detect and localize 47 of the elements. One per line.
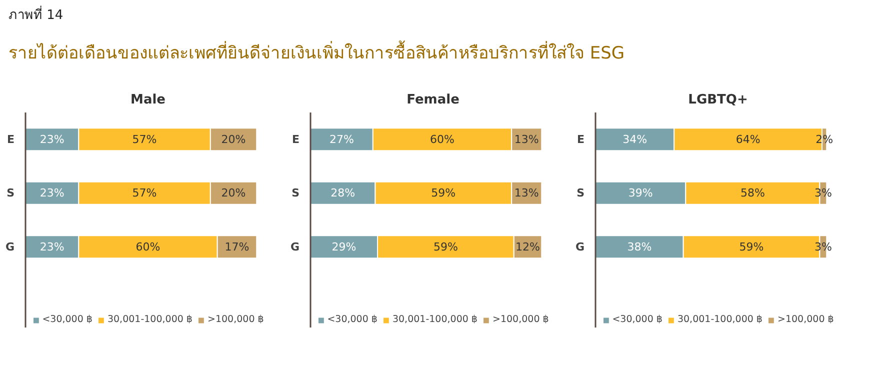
data-label: 13% [514, 132, 539, 146]
text: ภาพที่ 14 [8, 6, 64, 23]
data-label: 59% [431, 186, 456, 200]
y-tick-label: S [292, 186, 300, 200]
data-label: 20% [221, 132, 246, 146]
data-label: 64% [736, 132, 760, 146]
legend-label: <30,000 ฿ [612, 314, 662, 325]
data-label: 39% [628, 186, 653, 200]
legend-label: <30,000 ฿ [42, 314, 92, 325]
data-label: 13% [514, 186, 539, 200]
legend-label: >100,000 ฿ [492, 314, 549, 325]
data-label: 34% [622, 132, 648, 146]
text: รายได้ต่อเดือนของแต่ละเพศที่ยินดีจ่ายเงินเพิ่มในการซื้อสินค้าหรือบริการที่ใส่ใจ ESG [8, 40, 625, 64]
data-label: 28% [330, 186, 356, 200]
data-label: 58% [740, 186, 765, 200]
data-label: 38% [627, 240, 652, 254]
chart-title: LGBTQ+ [688, 92, 748, 108]
legend-label: 30,001-100,000 ฿ [677, 314, 762, 325]
data-label: 57% [132, 132, 157, 146]
data-label: 23% [40, 186, 64, 200]
y-tick-label: G [5, 240, 14, 254]
data-label: 23% [40, 132, 64, 146]
data-label: 60% [430, 132, 454, 146]
data-label: 57% [132, 186, 157, 200]
data-label: 12% [516, 240, 540, 254]
data-label: 29% [332, 240, 356, 254]
y-tick-label: S [576, 186, 585, 200]
data-label: 27% [329, 132, 354, 146]
chart-title: Male [130, 92, 166, 108]
y-tick-label: G [290, 240, 300, 254]
legend-label: >100,000 ฿ [207, 314, 264, 325]
legend-label: 30,001-100,000 ฿ [392, 314, 478, 325]
chart-title: Female [406, 92, 460, 108]
y-tick-label: E [576, 132, 584, 146]
y-tick-label: E [6, 132, 14, 146]
legend-label: 30,001-100,000 ฿ [107, 314, 192, 325]
data-label: 23% [40, 240, 64, 254]
y-tick-label: G [575, 240, 584, 254]
legend-label: <30,000 ฿ [327, 314, 378, 325]
data-label: 59% [739, 240, 764, 254]
data-label: 59% [433, 240, 458, 254]
legend-label: >100,000 ฿ [777, 314, 834, 325]
data-label: 17% [224, 240, 250, 254]
y-tick-label: E [292, 132, 300, 146]
data-label: 60% [136, 240, 160, 254]
y-tick-label: S [6, 186, 15, 200]
data-label: 20% [221, 186, 246, 200]
